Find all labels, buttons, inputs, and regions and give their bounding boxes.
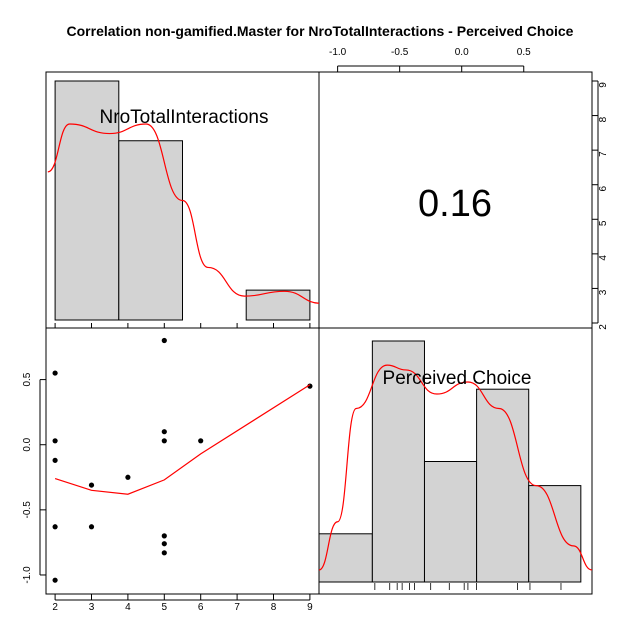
left-axis-tick-label: -0.5 — [22, 501, 33, 519]
variable-label: NroTotalInteractions — [100, 107, 269, 128]
left-axis-tick-label: 0.0 — [22, 437, 33, 451]
bottom-axis-tick-label: 4 — [125, 602, 131, 613]
right-axis-tick-label: 4 — [598, 255, 609, 261]
scatter-point — [52, 577, 58, 583]
scatter-point — [161, 438, 167, 444]
histogram-bar — [423, 461, 478, 583]
panel-bottom-left — [45, 327, 320, 595]
scatter-point — [161, 550, 167, 556]
scatter-point — [161, 541, 167, 547]
histogram-bar — [118, 140, 184, 321]
histogram-bar — [476, 388, 530, 583]
scatter-point — [52, 524, 58, 530]
right-axis-tick-label: 7 — [598, 151, 609, 157]
bottom-axis-tick-label: 8 — [271, 602, 277, 613]
loess-line — [54, 384, 311, 495]
bottom-axis-tick-label: 2 — [52, 602, 58, 613]
top-axis-tick-label: -1.0 — [329, 47, 347, 58]
density-line — [319, 364, 592, 571]
scatter-point — [125, 474, 131, 480]
scatter-point — [52, 457, 58, 463]
scatter-point — [307, 383, 313, 389]
density-line — [47, 123, 319, 304]
right-axis-tick-label: 2 — [598, 324, 609, 330]
variable-label: Perceived Choice — [383, 368, 532, 389]
correlation-value: 0.16 — [418, 183, 492, 225]
panel-bottom-right — [318, 327, 593, 595]
bottom-axis-tick-label: 3 — [89, 602, 95, 613]
histogram-bar — [54, 80, 120, 321]
top-axis-tick-label: -0.5 — [391, 47, 409, 58]
bottom-axis-tick-label: 9 — [307, 602, 313, 613]
scatter-point — [161, 337, 167, 344]
scatter-point — [161, 429, 167, 435]
right-axis-tick-label: 9 — [598, 82, 609, 88]
top-axis-tick-label: 0.5 — [517, 47, 531, 58]
left-axis-tick-label: -1.0 — [22, 566, 33, 584]
right-axis-tick-label: 3 — [598, 289, 609, 295]
left-axis-tick-label: 0.5 — [22, 372, 33, 386]
chart-title: Correlation non-gamified.Master for NroT… — [67, 23, 574, 39]
histogram-bar — [318, 533, 373, 583]
scatter-point — [88, 524, 95, 530]
bottom-axis-tick-label: 5 — [162, 602, 168, 613]
bottom-axis-tick-label: 6 — [198, 602, 204, 613]
right-axis-tick-label: 6 — [598, 185, 609, 191]
scatter-point — [198, 438, 204, 444]
histogram-bar — [528, 485, 582, 583]
right-axis-tick-label: 8 — [598, 116, 609, 122]
scatter-point — [52, 370, 58, 376]
top-axis-tick-label: 0.0 — [455, 47, 469, 58]
bottom-axis-tick-label: 7 — [234, 602, 240, 613]
right-axis-tick-label: 5 — [598, 220, 609, 226]
scatter-point — [52, 438, 58, 444]
histogram-bar — [245, 289, 311, 321]
scatter-point — [88, 482, 95, 488]
scatter-point — [161, 533, 167, 539]
